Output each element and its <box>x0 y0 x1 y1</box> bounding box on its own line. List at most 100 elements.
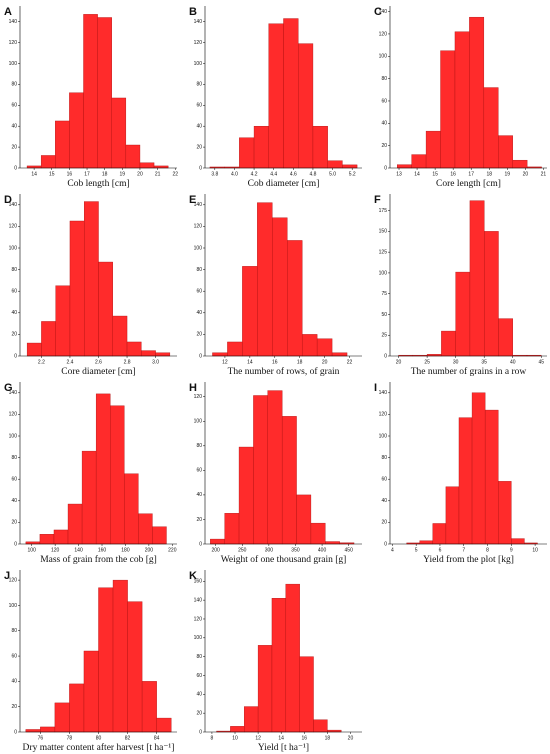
bar <box>454 31 470 169</box>
bar <box>54 702 70 733</box>
bar <box>512 159 528 169</box>
bar <box>397 164 412 169</box>
x-tick-label: 30 <box>453 359 459 365</box>
x-axis-label: Cob diameter [cm] <box>248 179 320 189</box>
x-tick-label: 15 <box>49 171 55 177</box>
y-tick-label: 60 <box>11 289 17 295</box>
y-tick-label: 140 <box>194 202 203 208</box>
y-tick-label: 20 <box>381 143 387 149</box>
x-tick-label: 18 <box>297 359 303 365</box>
bar <box>112 579 128 733</box>
panel-label: C <box>374 6 382 18</box>
bar <box>210 538 225 545</box>
x-tick-label: 2.6 <box>95 359 102 365</box>
y-tick-label: 50 <box>381 312 387 318</box>
y-tick-label: 0 <box>199 541 202 547</box>
bar <box>325 541 340 545</box>
y-tick-label: 140 <box>194 597 203 603</box>
y-tick-label: 100 <box>194 419 203 425</box>
bar <box>469 16 485 169</box>
x-tick-label: 4 <box>391 547 394 553</box>
x-tick-label: 5.2 <box>349 171 356 177</box>
y-tick-label: 140 <box>9 19 18 25</box>
bar <box>81 450 97 545</box>
bar <box>281 416 297 545</box>
bar <box>469 200 485 357</box>
bar <box>53 529 69 545</box>
bar <box>41 321 56 357</box>
bar <box>498 318 513 357</box>
bar <box>458 417 473 545</box>
bar <box>139 162 155 169</box>
y-tick-label: 60 <box>11 103 17 109</box>
y-tick-label: 80 <box>196 654 202 660</box>
y-tick-label: 175 <box>379 208 388 214</box>
bar <box>138 513 153 545</box>
y-tick-label: 60 <box>11 653 17 659</box>
bar <box>440 50 456 169</box>
y-tick-label: 120 <box>9 40 18 46</box>
y-tick-label: 120 <box>194 394 203 400</box>
y-tick-label: 60 <box>381 98 387 104</box>
y-tick-label: 75 <box>381 291 387 297</box>
bar <box>69 683 85 733</box>
y-tick-label: 60 <box>11 477 17 483</box>
bar <box>498 135 513 169</box>
bar <box>511 538 525 545</box>
x-axis-label: Dry matter content after harvest [t ha⁻¹… <box>23 742 175 753</box>
bar <box>310 522 326 545</box>
bar <box>271 598 287 733</box>
bar <box>97 17 112 169</box>
y-tick-label: 0 <box>199 165 202 171</box>
bar <box>152 526 167 545</box>
y-tick-label: 40 <box>381 498 387 504</box>
bar <box>110 405 125 545</box>
bar <box>455 271 471 357</box>
panel-label: E <box>189 194 196 206</box>
y-tick-label: 25 <box>381 333 387 339</box>
panel-label: D <box>4 194 12 206</box>
x-tick-label: 22 <box>172 171 178 177</box>
y-tick-label: 80 <box>196 443 202 449</box>
x-tick-label: 45 <box>539 359 545 365</box>
x-tick-label: 40 <box>510 359 516 365</box>
panel-label: F <box>374 194 381 206</box>
y-tick-label: 20 <box>11 520 17 526</box>
y-tick-label: 0 <box>199 353 202 359</box>
y-tick-label: 160 <box>194 579 203 585</box>
x-tick-label: 4.4 <box>270 171 277 177</box>
panel-label: J <box>4 570 10 582</box>
y-tick-label: 80 <box>381 76 387 82</box>
x-tick-label: 78 <box>67 735 73 741</box>
bar <box>483 87 499 169</box>
x-tick-label: 220 <box>168 547 177 553</box>
y-tick-label: 100 <box>379 433 388 439</box>
y-tick-label: 80 <box>11 82 17 88</box>
x-tick-label: 18 <box>325 735 331 741</box>
bar <box>242 266 258 357</box>
y-tick-label: 120 <box>194 616 203 622</box>
bar <box>268 23 284 169</box>
bar <box>327 160 343 169</box>
x-tick-label: 180 <box>121 547 130 553</box>
y-tick-label: 0 <box>384 353 387 359</box>
x-tick-label: 19 <box>120 171 126 177</box>
bar <box>316 338 333 357</box>
bar <box>283 18 299 169</box>
y-tick-label: 20 <box>196 710 202 716</box>
y-tick-label: 20 <box>11 144 17 150</box>
bar <box>98 587 114 733</box>
x-tick-label: 14 <box>414 171 420 177</box>
y-tick-label: 40 <box>11 498 17 504</box>
x-tick-label: 25 <box>424 359 430 365</box>
x-tick-label: 8 <box>211 735 214 741</box>
y-tick-label: 140 <box>9 202 18 208</box>
x-axis-label: Core length [cm] <box>436 179 501 189</box>
bar <box>230 726 245 733</box>
panel-label: A <box>4 6 12 18</box>
x-tick-label: 15 <box>432 171 438 177</box>
panel-label: H <box>189 382 197 394</box>
x-tick-label: 16 <box>67 171 73 177</box>
x-tick-label: 4.6 <box>290 171 297 177</box>
x-tick-label: 17 <box>468 171 474 177</box>
